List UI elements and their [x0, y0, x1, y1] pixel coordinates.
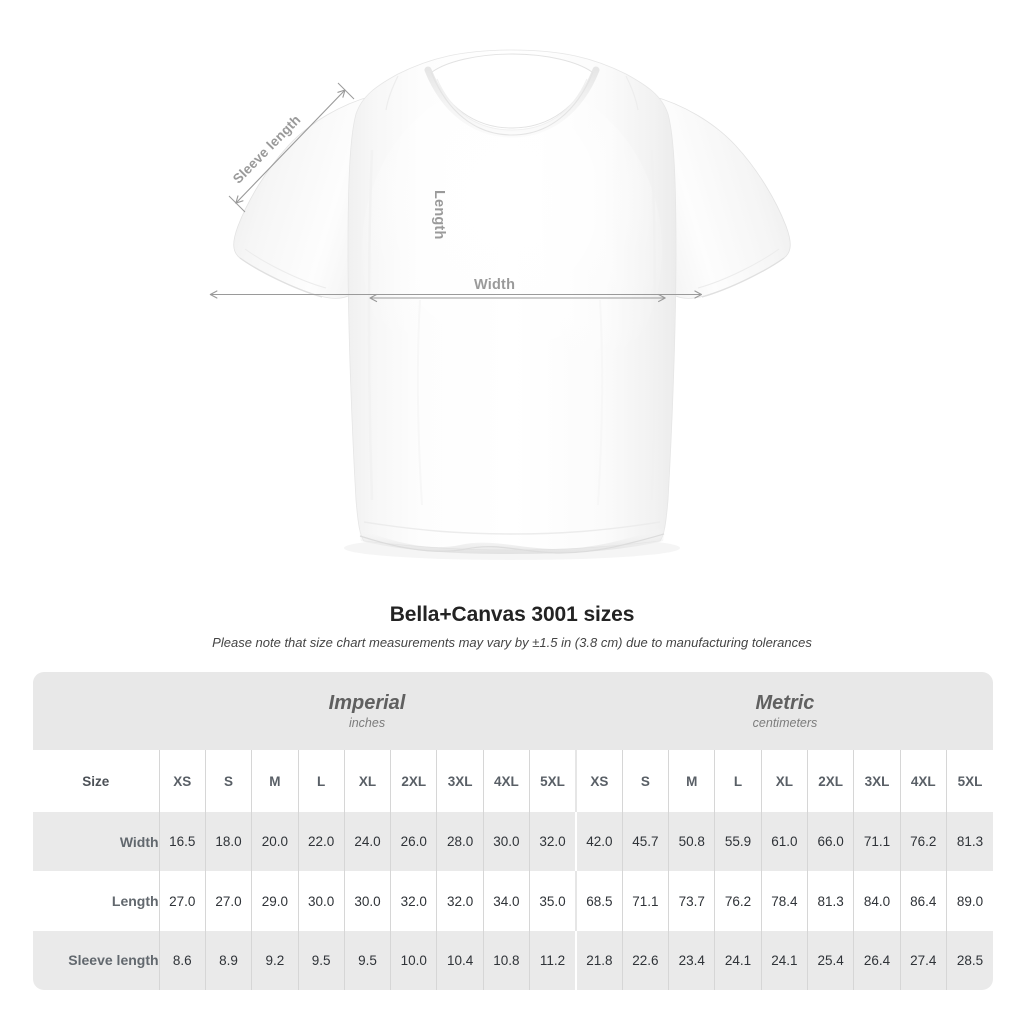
- size-header-row: Size XS S M L XL 2XL 3XL 4XL 5XL XS S M …: [33, 750, 993, 813]
- table-row: Width 16.5 18.0 20.0 22.0 24.0 26.0 28.0…: [33, 812, 993, 872]
- size-header-imperial-xl: XL: [343, 750, 391, 813]
- cell-sleeve-imperial-l: 9.5: [297, 930, 345, 990]
- unit-group-imperial-title: Imperial: [328, 691, 406, 714]
- cell-sleeve-metric-m: 23.4: [668, 930, 715, 990]
- table-row: Length 27.0 27.0 29.0 30.0 30.0 32.0 32.…: [33, 871, 993, 931]
- length-dimension-label: Length: [431, 190, 447, 240]
- cell-width-metric-l: 55.9: [714, 812, 762, 872]
- cell-length-metric-4xl: 86.4: [899, 871, 947, 931]
- cell-width-imperial-4xl: 30.0: [482, 812, 530, 872]
- cell-sleeve-imperial-m: 9.2: [251, 930, 298, 990]
- cell-width-metric-2xl: 66.0: [807, 812, 854, 872]
- unit-group-row: Imperial inches Metric centimeters: [33, 672, 993, 751]
- tshirt-diagram: Width Length Sleeve length: [209, 49, 791, 554]
- cell-sleeve-metric-2xl: 25.4: [807, 930, 854, 990]
- unit-group-imperial: Imperial inches: [159, 672, 576, 751]
- size-header-imperial-s: S: [204, 750, 252, 813]
- cell-sleeve-metric-5xl: 28.5: [945, 930, 993, 990]
- cell-length-metric-l: 76.2: [714, 871, 762, 931]
- cell-width-imperial-l: 22.0: [297, 812, 345, 872]
- size-header-imperial-xs: XS: [158, 750, 206, 813]
- cell-sleeve-metric-l: 24.1: [714, 930, 762, 990]
- size-header-metric-3xl: 3XL: [853, 750, 901, 813]
- cell-width-metric-s: 45.7: [621, 812, 669, 872]
- cell-width-metric-5xl: 81.3: [945, 812, 993, 872]
- size-header-metric-xs: XS: [574, 750, 623, 813]
- cell-width-imperial-xl: 24.0: [343, 812, 391, 872]
- size-header-imperial-3xl: 3XL: [436, 750, 484, 813]
- size-header-metric-s: S: [621, 750, 669, 813]
- cell-sleeve-metric-xs: 21.8: [574, 930, 623, 990]
- width-dimension-label: Width: [474, 277, 516, 293]
- size-header-metric-5xl: 5XL: [945, 750, 993, 813]
- page-title: Bella+Canvas 3001 sizes: [389, 603, 635, 626]
- cell-width-metric-m: 50.8: [668, 812, 715, 872]
- cell-sleeve-imperial-5xl: 11.2: [529, 930, 576, 990]
- size-header-imperial-l: L: [297, 750, 345, 813]
- row-label-width: Width: [33, 812, 160, 872]
- tolerance-note: Please note that size chart measurements…: [212, 635, 812, 650]
- cell-length-metric-m: 73.7: [668, 871, 715, 931]
- cell-sleeve-imperial-4xl: 10.8: [482, 930, 530, 990]
- cell-sleeve-metric-xl: 24.1: [760, 930, 808, 990]
- size-header-imperial-4xl: 4XL: [482, 750, 530, 813]
- row-label-length: Length: [33, 871, 160, 931]
- cell-width-metric-xs: 42.0: [574, 812, 623, 872]
- cell-length-metric-s: 71.1: [621, 871, 669, 931]
- cell-sleeve-imperial-xl: 9.5: [343, 930, 391, 990]
- cell-length-imperial-xs: 27.0: [158, 871, 206, 931]
- cell-sleeve-imperial-xs: 8.6: [158, 930, 206, 990]
- cell-sleeve-metric-4xl: 27.4: [899, 930, 947, 990]
- cell-length-metric-5xl: 89.0: [945, 871, 993, 931]
- cell-width-imperial-xs: 16.5: [158, 812, 206, 872]
- cell-width-metric-4xl: 76.2: [899, 812, 947, 872]
- size-header-metric-4xl: 4XL: [899, 750, 947, 813]
- cell-length-imperial-2xl: 32.0: [390, 871, 437, 931]
- size-header-label: Size: [33, 750, 160, 813]
- cell-sleeve-imperial-3xl: 10.4: [436, 930, 484, 990]
- cell-sleeve-imperial-2xl: 10.0: [390, 930, 437, 990]
- unit-group-imperial-unit: inches: [348, 715, 386, 730]
- unit-group-metric-unit: centimeters: [752, 715, 818, 730]
- cell-width-imperial-5xl: 32.0: [529, 812, 576, 872]
- size-header-metric-m: M: [668, 750, 715, 813]
- cell-length-metric-2xl: 81.3: [807, 871, 854, 931]
- tshirt-illustration: [209, 49, 791, 554]
- cell-length-imperial-s: 27.0: [204, 871, 252, 931]
- cell-sleeve-imperial-s: 8.9: [204, 930, 252, 990]
- cell-width-imperial-3xl: 28.0: [436, 812, 484, 872]
- cell-length-imperial-xl: 30.0: [343, 871, 391, 931]
- size-chart-table-container: Imperial inches Metric centimeters Size …: [33, 672, 993, 990]
- size-header-imperial-5xl: 5XL: [529, 750, 576, 813]
- size-chart-table: Imperial inches Metric centimeters Size …: [33, 672, 993, 990]
- size-header-imperial-2xl: 2XL: [390, 750, 437, 813]
- cell-width-metric-3xl: 71.1: [853, 812, 901, 872]
- cell-length-imperial-5xl: 35.0: [529, 871, 576, 931]
- size-header-metric-2xl: 2XL: [807, 750, 854, 813]
- cell-width-imperial-m: 20.0: [251, 812, 298, 872]
- size-header-metric-xl: XL: [760, 750, 808, 813]
- cell-length-metric-xs: 68.5: [574, 871, 623, 931]
- cell-sleeve-metric-3xl: 26.4: [853, 930, 901, 990]
- cell-length-metric-xl: 78.4: [760, 871, 808, 931]
- size-header-metric-l: L: [714, 750, 762, 813]
- cell-length-imperial-4xl: 34.0: [482, 871, 530, 931]
- unit-band-spacer: [33, 672, 160, 751]
- row-label-sleeve-length: Sleeve length: [33, 930, 160, 990]
- cell-length-imperial-m: 29.0: [251, 871, 298, 931]
- cell-width-imperial-s: 18.0: [204, 812, 252, 872]
- table-row: Sleeve length 8.6 8.9 9.2 9.5 9.5 10.0 1…: [33, 930, 993, 990]
- size-header-imperial-m: M: [251, 750, 298, 813]
- cell-length-metric-3xl: 84.0: [853, 871, 901, 931]
- unit-group-metric-title: Metric: [755, 691, 815, 714]
- cell-sleeve-metric-s: 22.6: [621, 930, 669, 990]
- cell-width-imperial-2xl: 26.0: [390, 812, 437, 872]
- cell-length-imperial-3xl: 32.0: [436, 871, 484, 931]
- cell-length-imperial-l: 30.0: [297, 871, 345, 931]
- unit-group-metric: Metric centimeters: [574, 672, 993, 751]
- cell-width-metric-xl: 61.0: [760, 812, 808, 872]
